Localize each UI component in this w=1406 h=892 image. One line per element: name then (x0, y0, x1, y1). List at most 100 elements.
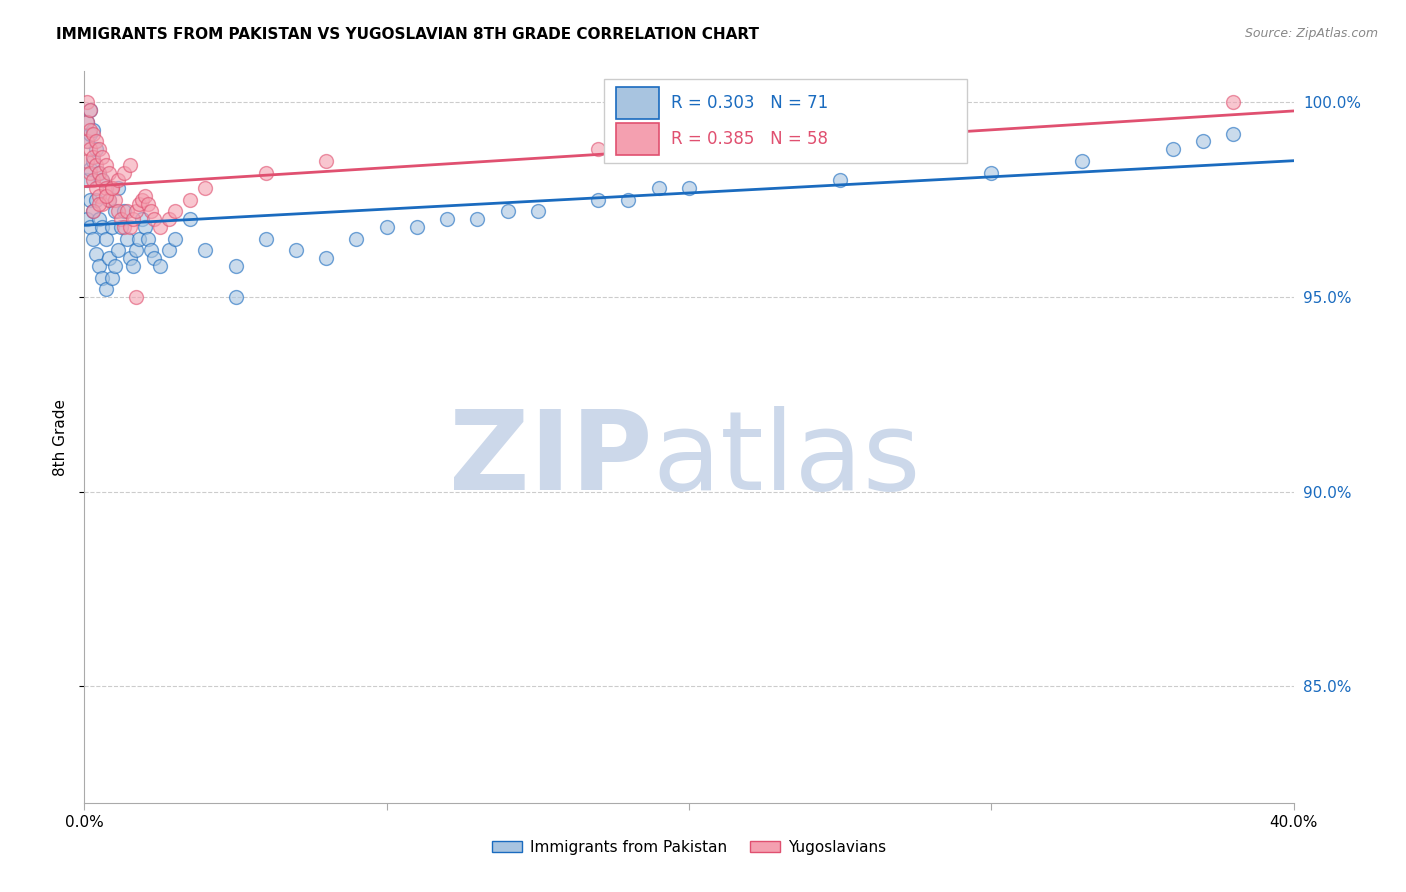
Point (82, 122, 104, 136)
Point (118, 158, 141, 172)
Point (100, 181, 122, 195)
Point (76, 135, 98, 149)
Point (179, 193, 201, 207)
Point (406, 219, 429, 234)
Point (94, 232, 117, 246)
Point (97, 251, 120, 265)
Point (125, 244, 148, 258)
Point (82, 150, 104, 164)
Point (94, 181, 117, 195)
Point (980, 165, 1002, 179)
Point (588, 142, 610, 156)
Point (86, 193, 108, 207)
Point (89, 196, 111, 211)
Point (121, 259, 143, 273)
Point (107, 181, 129, 195)
Point (527, 204, 550, 219)
Point (165, 232, 187, 246)
Point (436, 212, 458, 227)
Point (346, 232, 368, 246)
Point (79, 122, 101, 136)
Point (91, 196, 114, 211)
Point (142, 212, 165, 227)
Point (89, 212, 111, 227)
Point (588, 193, 610, 207)
Point (112, 165, 135, 179)
Point (254, 165, 277, 179)
Point (86, 158, 108, 172)
Point (76, 95, 98, 110)
Point (76, 212, 98, 227)
Point (112, 219, 135, 234)
Point (104, 259, 127, 273)
Point (79, 103, 101, 118)
Point (1161, 142, 1184, 156)
Text: IMMIGRANTS FROM PAKISTAN VS YUGOSLAVIAN 8TH GRADE CORRELATION CHART: IMMIGRANTS FROM PAKISTAN VS YUGOSLAVIAN … (56, 27, 759, 42)
Point (136, 196, 159, 211)
Point (76, 115, 98, 129)
Point (118, 251, 141, 265)
Point (100, 270, 122, 285)
Point (86, 181, 108, 195)
Point (91, 173, 114, 187)
Point (179, 212, 201, 227)
Point (100, 181, 122, 195)
Point (131, 212, 153, 227)
Point (131, 193, 153, 207)
Point (97, 193, 120, 207)
Point (709, 127, 731, 141)
Point (94, 282, 117, 296)
Point (125, 290, 148, 304)
Point (91, 270, 114, 285)
Point (134, 189, 156, 203)
Point (1071, 153, 1094, 168)
Point (149, 219, 172, 234)
Point (79, 193, 101, 207)
Point (254, 232, 277, 246)
Point (617, 193, 640, 207)
Point (89, 165, 111, 179)
Point (110, 212, 132, 227)
Point (194, 244, 217, 258)
Point (194, 181, 217, 195)
Point (157, 244, 180, 258)
Point (86, 135, 108, 149)
Point (82, 232, 104, 246)
Point (82, 127, 104, 141)
Point (678, 181, 700, 195)
Point (79, 127, 101, 141)
Point (89, 189, 111, 203)
Point (89, 165, 111, 179)
Point (121, 212, 143, 227)
Point (225, 290, 247, 304)
Point (94, 158, 117, 172)
Point (142, 251, 165, 265)
Point (134, 219, 156, 234)
Point (678, 135, 700, 149)
Point (79, 103, 101, 118)
Point (118, 219, 141, 234)
Point (86, 142, 108, 156)
Point (76, 115, 98, 129)
Text: Source: ZipAtlas.com: Source: ZipAtlas.com (1244, 27, 1378, 40)
Point (91, 173, 114, 187)
Point (315, 153, 337, 168)
Point (76, 173, 98, 187)
Point (91, 219, 114, 234)
FancyBboxPatch shape (616, 123, 659, 155)
Point (79, 142, 101, 156)
Point (128, 232, 150, 246)
Text: R = 0.303   N = 71: R = 0.303 N = 71 (671, 94, 828, 112)
Point (94, 189, 117, 203)
Text: R = 0.385   N = 58: R = 0.385 N = 58 (671, 130, 828, 148)
Point (375, 219, 398, 234)
Point (79, 219, 101, 234)
Point (1222, 95, 1244, 110)
Point (107, 173, 129, 187)
Point (115, 204, 138, 219)
Point (1192, 135, 1215, 149)
Point (91, 150, 114, 164)
Point (107, 244, 129, 258)
Point (82, 204, 104, 219)
FancyBboxPatch shape (605, 78, 967, 163)
